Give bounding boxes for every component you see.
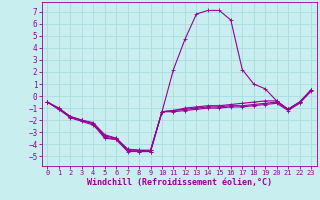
X-axis label: Windchill (Refroidissement éolien,°C): Windchill (Refroidissement éolien,°C) [87,178,272,187]
